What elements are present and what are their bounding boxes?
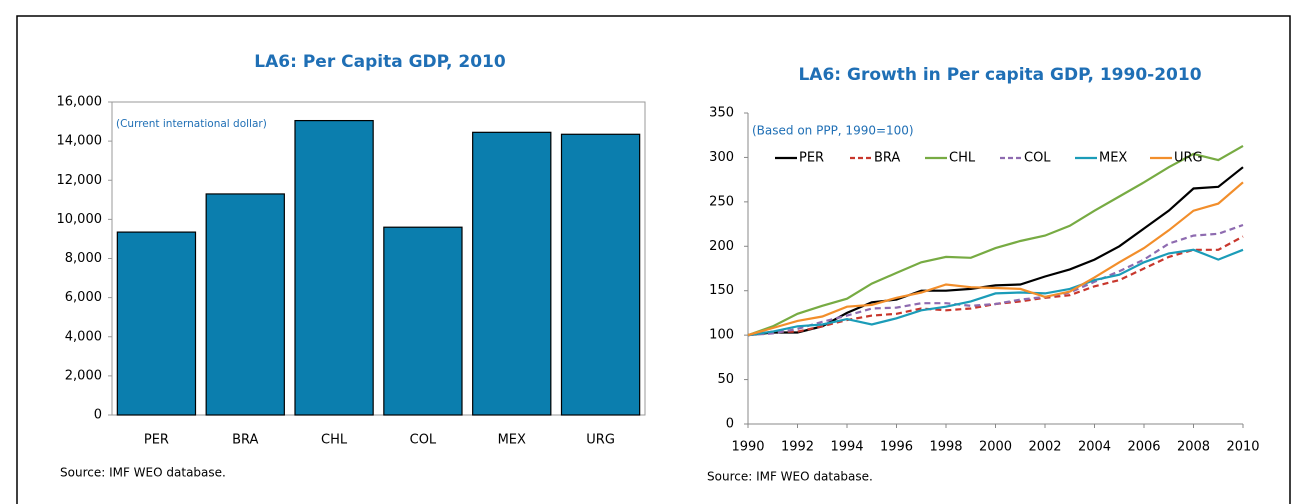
y-tick-label: 350 (709, 106, 734, 121)
series-line (747, 223, 1244, 337)
series-line (747, 166, 1244, 337)
legend-label: URG (1174, 151, 1203, 166)
y-tick-label: 6,000 (65, 290, 102, 305)
x-tick-label: 2010 (1226, 440, 1259, 455)
chart-title: LA6: Per Capita GDP, 2010 (254, 52, 506, 72)
subtitle: (Based on PPP, 1990=100) (752, 124, 914, 138)
y-tick-label: 300 (709, 150, 734, 165)
y-tick-label: 0 (726, 417, 734, 432)
x-tick-label: 1994 (830, 440, 863, 455)
series-line (747, 144, 1244, 337)
y-tick-label: 16,000 (57, 95, 103, 110)
x-tick-label: 1992 (781, 440, 814, 455)
bar (383, 226, 463, 416)
y-tick-label: 0 (94, 408, 102, 423)
y-tick-label: 8,000 (65, 251, 102, 266)
y-tick-label: 12,000 (57, 173, 103, 188)
y-tick-label: 4,000 (65, 329, 102, 344)
series-line (747, 248, 1244, 337)
x-tick-label: 2008 (1177, 440, 1210, 455)
x-tick-label: CHL (321, 433, 348, 448)
x-tick-label: MEX (498, 433, 526, 448)
x-tick-label: PER (144, 433, 169, 448)
bar (116, 231, 197, 416)
bar (294, 119, 374, 416)
subtitle: (Current international dollar) (116, 118, 267, 130)
x-tick-label: 2000 (979, 440, 1012, 455)
legend-label: MEX (1099, 151, 1127, 166)
x-tick-label: URG (586, 433, 615, 448)
frame (16, 15, 1291, 504)
bar (472, 131, 552, 416)
bar (205, 193, 285, 416)
y-tick-label: 50 (717, 372, 734, 387)
x-tick-label: COL (410, 433, 437, 448)
y-tick-label: 10,000 (57, 212, 103, 227)
y-tick-label: 2,000 (65, 368, 102, 383)
legend-label: PER (799, 151, 824, 166)
source-note: Source: IMF WEO database. (60, 466, 226, 480)
y-tick-label: 150 (709, 283, 734, 298)
x-tick-label: 1996 (880, 440, 913, 455)
legend-label: CHL (949, 151, 976, 166)
y-tick-label: 14,000 (57, 134, 103, 149)
bar (560, 133, 641, 416)
x-tick-label: 1998 (929, 440, 962, 455)
y-tick-label: 250 (709, 194, 734, 209)
legend-label: BRA (874, 151, 900, 166)
x-tick-label: 2004 (1078, 440, 1111, 455)
series-line (747, 181, 1244, 337)
y-tick-label: 200 (709, 239, 734, 254)
source-note: Source: IMF WEO database. (707, 470, 873, 484)
x-tick-label: 2002 (1028, 440, 1061, 455)
chart-title: LA6: Growth in Per capita GDP, 1990-2010 (798, 65, 1201, 85)
y-tick-label: 100 (709, 328, 734, 343)
x-tick-label: BRA (232, 433, 258, 448)
legend-label: COL (1024, 151, 1051, 166)
x-tick-label: 2006 (1127, 440, 1160, 455)
x-tick-label: 1990 (731, 440, 764, 455)
